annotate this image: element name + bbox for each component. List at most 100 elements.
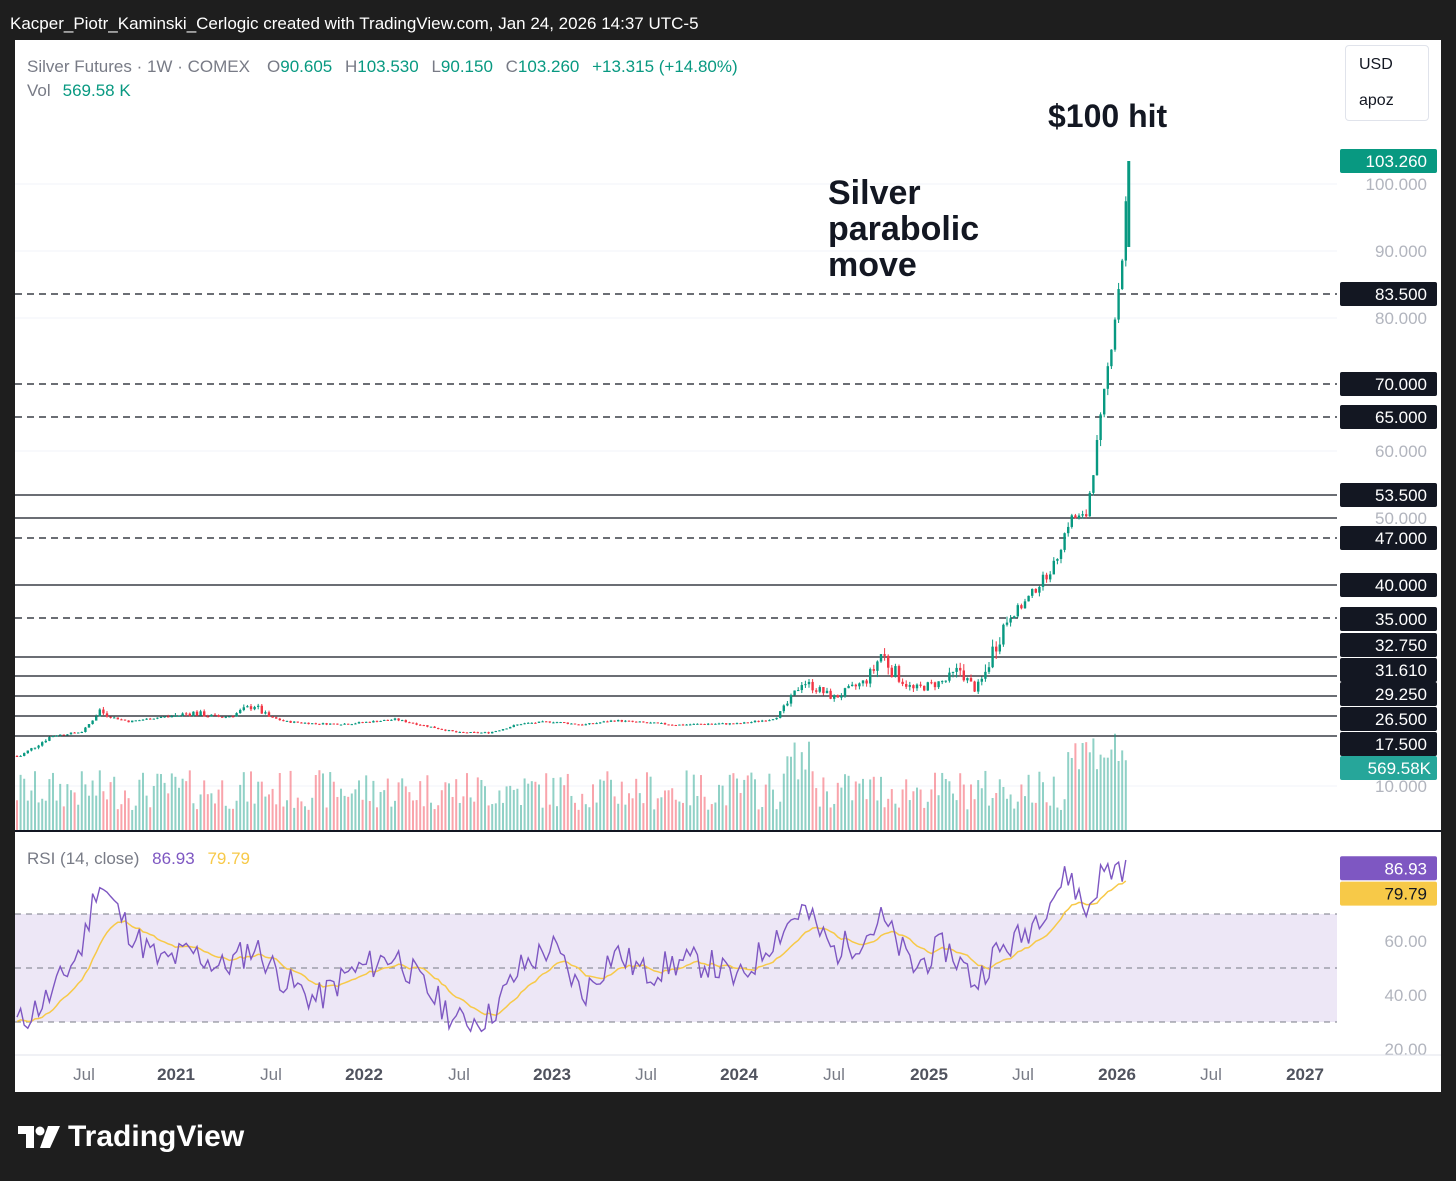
- volume-bar: [484, 786, 486, 830]
- volume-bar: [876, 800, 879, 830]
- volume-bar: [656, 798, 659, 830]
- candle-body: [372, 720, 375, 723]
- volume-bar: [1121, 750, 1124, 830]
- price-axis[interactable]: 100.000 90.000 80.000 60.000 50.000 10.000 83.…: [1340, 149, 1437, 1059]
- volume-bar: [520, 805, 522, 830]
- candle-body: [30, 748, 33, 751]
- candle-body: [336, 723, 339, 725]
- candle-body: [462, 731, 465, 733]
- volume-bar: [1006, 798, 1008, 830]
- volume-bar: [358, 780, 360, 830]
- time-axis[interactable]: Jul 2021 Jul 2022 Jul 2023 Jul 2024 Jul 2025 Jul 20…: [15, 1054, 1441, 1084]
- candle-body: [235, 713, 238, 717]
- candle-body: [746, 722, 749, 724]
- volume-bar: [512, 789, 515, 830]
- volume-bar: [322, 773, 324, 830]
- volume-bar: [581, 793, 584, 830]
- candle-body: [285, 720, 289, 722]
- candle-body: [426, 725, 429, 727]
- candle-body: [192, 711, 195, 716]
- volume-bar: [354, 789, 357, 830]
- volume-bar: [599, 779, 602, 830]
- volume-bar: [174, 776, 177, 830]
- volume-bar: [365, 775, 368, 830]
- volume-bar: [52, 772, 54, 830]
- candle-body: [357, 722, 361, 724]
- level-badge-label: 32.750: [1375, 636, 1427, 655]
- candle-body: [411, 722, 415, 724]
- candle-body: [879, 654, 883, 662]
- volume-bar: [415, 800, 418, 830]
- currency-selector[interactable]: USD apoz: [1345, 45, 1429, 121]
- candle-body: [26, 750, 29, 754]
- candle-body: [210, 714, 213, 717]
- volume-bars: [16, 733, 1127, 830]
- candle-body: [775, 717, 778, 720]
- candle-body: [545, 721, 548, 723]
- volume-bar: [667, 790, 670, 830]
- rsi-ma-line: [16, 880, 1127, 1023]
- candle-body: [311, 723, 314, 725]
- candle-body: [494, 731, 497, 733]
- time-tick-label: 2024: [720, 1065, 758, 1084]
- volume-bar: [682, 802, 684, 830]
- candle-body: [15, 756, 19, 757]
- volume-bar: [530, 781, 533, 830]
- tradingview-logo[interactable]: TradingView: [18, 1120, 244, 1154]
- price-tick-label: 100.000: [1366, 175, 1427, 194]
- volume-bar: [152, 785, 155, 830]
- candle-body: [1049, 574, 1052, 580]
- candle-body: [253, 706, 256, 710]
- candle-body: [681, 724, 685, 726]
- level-badge: [1340, 526, 1437, 550]
- volume-bar: [379, 791, 382, 830]
- time-tick-label: Jul: [260, 1065, 282, 1084]
- candle-body: [174, 715, 177, 717]
- volume-bar: [646, 772, 648, 830]
- candle-body: [296, 721, 299, 723]
- candle-body: [69, 732, 73, 735]
- volume-bar: [77, 804, 80, 830]
- level-badge: [1340, 607, 1437, 631]
- volume-bar: [548, 804, 551, 830]
- volume-bar: [592, 784, 594, 830]
- level-badge-label: 70.000: [1375, 375, 1427, 394]
- candle-body: [764, 720, 767, 722]
- volume-bar: [1070, 757, 1073, 830]
- volume-bar: [894, 803, 897, 830]
- chart-svg[interactable]: 100.000 90.000 80.000 60.000 50.000 10.000 83.…: [15, 40, 1441, 1092]
- candle-body: [548, 721, 551, 723]
- candle-body: [170, 716, 173, 718]
- level-badge-label: 47.000: [1375, 529, 1427, 548]
- volume-bar: [944, 779, 947, 830]
- volume-bar: [854, 781, 857, 830]
- volume-bar: [444, 782, 447, 830]
- candle-body: [332, 723, 335, 725]
- volume-bar: [890, 789, 893, 830]
- volume-bar: [991, 797, 994, 830]
- annotation-parabolic-3: move: [828, 246, 917, 284]
- candle-body: [1121, 260, 1124, 290]
- candle-body: [487, 732, 490, 734]
- candle-body: [293, 721, 296, 723]
- level-badge: [1340, 372, 1437, 396]
- candle-body: [573, 723, 577, 725]
- chart-panel[interactable]: 100.000 90.000 80.000 60.000 50.000 10.000 83.…: [15, 40, 1441, 1092]
- candle-body: [1127, 161, 1131, 247]
- candle-body: [714, 723, 717, 725]
- rsi-band: [15, 913, 1337, 1023]
- candle-body: [271, 716, 274, 718]
- volume-bar: [1009, 794, 1012, 830]
- volume-bar: [721, 785, 724, 830]
- volume-bar: [390, 806, 393, 830]
- volume-bar: [138, 779, 141, 830]
- candle-body: [1023, 601, 1027, 609]
- volume-bar: [491, 804, 494, 830]
- volume-bar: [516, 788, 519, 830]
- volume-bar: [959, 773, 962, 830]
- volume-bar: [48, 779, 51, 830]
- volume-bar: [206, 794, 209, 830]
- volume-bar: [858, 783, 861, 830]
- volume-bar: [120, 804, 123, 830]
- volume-bar: [1038, 771, 1041, 830]
